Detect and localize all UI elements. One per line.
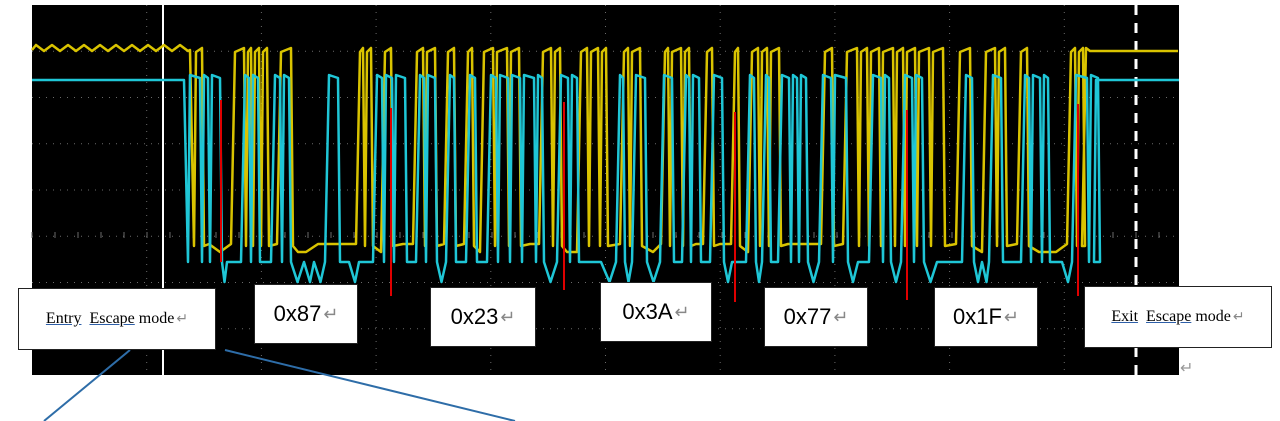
entry-word: Entry xyxy=(45,310,82,327)
byte-value: 0x87 xyxy=(273,301,322,326)
entry-escape-mode-label: Entry Escape mode ↵ xyxy=(18,288,216,350)
byte-value: 0x3A xyxy=(622,299,673,324)
return-mark: ↵ xyxy=(833,306,849,327)
cyan-signal-trace xyxy=(32,73,1179,284)
byte-boundary-markers xyxy=(220,100,1079,302)
yellow-signal-trace xyxy=(31,43,1178,254)
return-mark: ↵ xyxy=(1232,309,1245,325)
escape-word: Escape xyxy=(89,310,135,327)
return-mark: ↵ xyxy=(500,306,516,327)
return-mark: ↵ xyxy=(674,301,690,322)
byte-label-0x77: 0x77 ↵ xyxy=(764,287,868,347)
paragraph-return-mark: ↵ xyxy=(1180,360,1194,377)
return-mark: ↵ xyxy=(176,311,189,327)
callout-line-left xyxy=(43,349,131,421)
escape-word: Escape xyxy=(1146,308,1192,325)
mode-word: mode xyxy=(138,310,175,327)
byte-value: 0x23 xyxy=(450,304,499,329)
exit-escape-mode-label: Exit Escape mode ↵ xyxy=(1084,286,1272,348)
callout-line-right xyxy=(224,349,516,421)
mode-word: mode xyxy=(1195,308,1231,325)
byte-label-0x23: 0x23 ↵ xyxy=(430,287,536,347)
byte-label-0x3A: 0x3A ↵ xyxy=(600,282,712,342)
return-mark: ↵ xyxy=(1003,306,1019,327)
byte-label-0x1F: 0x1F ↵ xyxy=(934,287,1038,347)
byte-value: 0x1F xyxy=(952,304,1002,329)
return-mark: ↵ xyxy=(323,303,339,324)
exit-word: Exit xyxy=(1111,308,1139,325)
byte-label-0x87: 0x87 ↵ xyxy=(254,284,358,344)
byte-value: 0x77 xyxy=(783,304,832,329)
